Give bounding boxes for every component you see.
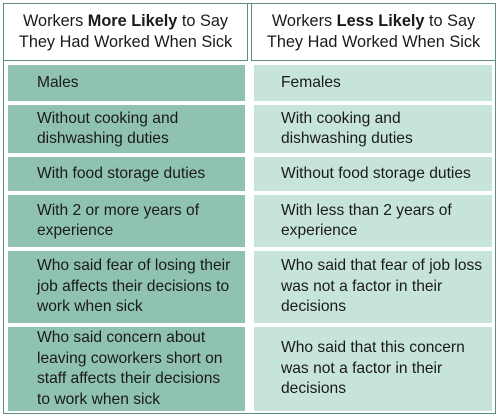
comparison-table: Workers More Likely to Say They Had Work… [3,3,496,414]
table-cell-less-likely: Females [254,65,492,101]
table-cell-more-likely: With 2 or more years of experience [8,195,245,247]
table-cell-more-likely: Who said concern about leaving coworkers… [8,327,245,411]
column-divider [248,4,251,413]
header-more-likely-emphasis: More Likely [87,12,178,30]
table-cell-less-likely: Who said that fear of job loss was not a… [254,251,492,323]
header-less-likely-line2: They Had Worked When Sick [266,33,481,51]
header-more-likely-text: Workers More Likely to Say They Had Work… [19,11,232,53]
table-cell-more-likely: With food storage duties [8,157,245,191]
header-less-likely-before: Workers [271,12,337,30]
table-cell-less-likely: With less than 2 years of experience [254,195,492,247]
header-less-likely-emphasis: Less Likely [336,12,425,30]
table-cell-less-likely: With cooking and dishwashing duties [254,105,492,153]
table-cell-more-likely: Without cooking and dishwashing duties [8,105,245,153]
header-more-likely-line2: They Had Worked When Sick [18,33,233,51]
table-cell-more-likely: Males [8,65,245,101]
header-more-likely-after: to Say [177,12,229,30]
header-more-likely: Workers More Likely to Say They Had Work… [4,4,248,61]
table-cell-less-likely: Who said that this concern was not a fac… [254,327,492,411]
header-less-likely: Workers Less Likely to Say They Had Work… [251,4,495,61]
table-cell-less-likely: Without food storage duties [254,157,492,191]
table-cell-more-likely: Who said fear of losing their job affect… [8,251,245,323]
header-less-likely-after: to Say [424,12,476,30]
header-more-likely-before: Workers [22,12,88,30]
header-less-likely-text: Workers Less Likely to Say They Had Work… [267,11,480,53]
